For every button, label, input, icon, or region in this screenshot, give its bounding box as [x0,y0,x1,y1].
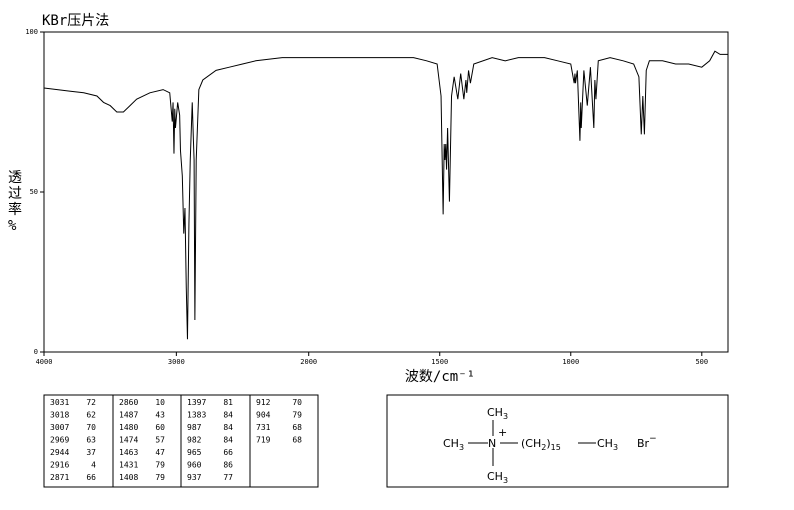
peak-transmittance: 47 [155,448,165,457]
peak-transmittance: 37 [86,448,96,457]
structure-charge: + [498,426,507,439]
structure-part: 3 [613,443,618,452]
y-tick-label: 50 [30,188,38,196]
peak-transmittance: 60 [155,423,165,432]
peak-wavenumber: 904 [256,411,271,420]
structure-left: CH3 [443,437,464,452]
peak-transmittance: 4 [91,461,96,470]
peak-wavenumber: 1474 [119,436,138,445]
peak-transmittance: 79 [292,411,302,420]
peak-wavenumber: 2916 [50,461,69,470]
peak-transmittance: 70 [86,423,96,432]
peak-wavenumber: 937 [187,473,202,482]
structure-part: CH [443,437,459,450]
structure-part: 3 [503,476,508,485]
structure-part: CH [487,470,503,483]
peak-transmittance: 72 [86,398,96,407]
plot-frame [43,31,729,353]
peak-wavenumber: 1463 [119,448,138,457]
peak-wavenumber: 1397 [187,398,206,407]
peak-transmittance: 86 [223,461,233,470]
peak-transmittance: 84 [223,411,233,420]
x-tick-label: 500 [695,358,708,366]
x-tick-label: 2000 [300,358,317,366]
peak-wavenumber: 1487 [119,411,138,420]
structure-right: CH3 [597,437,618,452]
peak-transmittance: 79 [155,461,165,470]
peak-transmittance: 57 [155,436,165,445]
structure-part: 3 [459,443,464,452]
x-tick-label: 1000 [562,358,579,366]
peak-wavenumber: 719 [256,436,271,445]
structure-part: 2 [541,443,546,452]
peak-transmittance: 62 [86,411,96,420]
chart-title: KBr压片法 [42,13,109,29]
x-tick-label: 3000 [168,358,185,366]
peak-wavenumber: 1383 [187,411,206,420]
structure-top: CH3 [487,406,508,421]
peak-wavenumber: 3007 [50,423,69,432]
structure-bottom: CH3 [487,470,508,485]
structure-part: CH [487,406,503,419]
structure-anion: Br− [637,434,657,450]
peak-wavenumber: 3018 [50,411,69,420]
peak-transmittance: 68 [292,423,302,432]
structure-center: N [488,437,496,450]
peak-wavenumber: 960 [187,461,202,470]
peak-wavenumber: 2969 [50,436,69,445]
structure-part: (CH [521,437,541,450]
peak-wavenumber: 965 [187,448,202,457]
structure-chain: (CH2)15 [521,437,561,452]
peak-transmittance: 43 [155,411,165,420]
x-axis-label: 波数/cm⁻¹ [405,369,475,385]
peak-wavenumber: 2871 [50,473,69,482]
structure-frame [386,394,729,488]
structure-part: 15 [551,443,561,452]
peak-transmittance: 84 [223,423,233,432]
y-tick-label: 100 [25,28,38,36]
peak-wavenumber: 912 [256,398,271,407]
peak-transmittance: 70 [292,398,302,407]
peak-wavenumber: 2944 [50,448,69,457]
peak-wavenumber: 987 [187,423,202,432]
peak-transmittance: 10 [155,398,165,407]
structure-part: Br [637,437,650,450]
peak-transmittance: 79 [155,473,165,482]
peak-transmittance: 77 [223,473,233,482]
peak-transmittance: 68 [292,436,302,445]
peak-transmittance: 66 [223,448,233,457]
structure-part: − [649,434,657,444]
structure-part: 3 [503,412,508,421]
peak-wavenumber: 3031 [50,398,69,407]
peak-transmittance: 66 [86,473,96,482]
peak-wavenumber: 1480 [119,423,138,432]
y-axis-label: 透过率% [8,170,22,234]
peak-wavenumber: 2860 [119,398,138,407]
y-tick-label: 0 [34,348,38,356]
structure-part: CH [597,437,613,450]
peak-transmittance: 81 [223,398,233,407]
peak-wavenumber: 1431 [119,461,138,470]
structure-part: ) [546,437,550,450]
peak-wavenumber: 982 [187,436,202,445]
peak-transmittance: 63 [86,436,96,445]
peak-wavenumber: 1408 [119,473,138,482]
spectrum-line [43,50,728,340]
x-tick-label: 4000 [36,358,53,366]
x-tick-label: 1500 [431,358,448,366]
peak-wavenumber: 731 [256,423,271,432]
peak-transmittance: 84 [223,436,233,445]
